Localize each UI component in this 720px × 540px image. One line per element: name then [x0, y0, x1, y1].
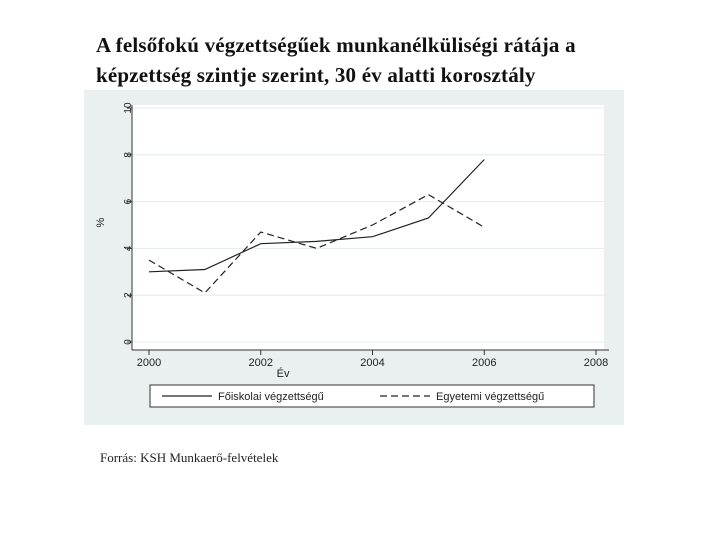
y-tick-label: 2: [123, 292, 134, 298]
legend-label-2: Egyetemi végzettségű: [436, 391, 544, 403]
x-tick-label: 2006: [472, 357, 496, 369]
legend-box: [149, 384, 595, 408]
x-tick-label: 2004: [360, 357, 384, 369]
chart-title-line-1: A felsőfokú végzettségűek munkanélkülisé…: [96, 33, 576, 57]
source-note: Forrás: KSH Munkaerő-felvételek: [100, 450, 279, 465]
y-tick-label: 10: [123, 102, 134, 114]
line-chart: 0 2 4 6 8 10 2000 2002 2004 2006 2008 Év% Főiskolai …: [95, 102, 609, 408]
legend-label-1: Főiskolai végzettségű: [218, 391, 324, 403]
x-axis-title: Év: [277, 367, 290, 380]
x-tick-label: 2002: [249, 357, 273, 369]
chart-panel: 0 2 4 6 8 10 2000 2002 2004 2006 2008 Év% Főiskolai …: [84, 90, 624, 425]
y-tick-label: 8: [123, 152, 134, 158]
y-axis-title: %: [95, 218, 107, 228]
x-tick-label: 2008: [584, 357, 608, 369]
y-tick-label: 6: [123, 198, 134, 204]
chart-title: A felsőfokú végzettségűek munkanélkülisé…: [96, 30, 696, 90]
y-tick-label: 4: [123, 245, 134, 251]
plot-area: [132, 105, 604, 350]
chart-title-line-2: képzettség szintje szerint, 30 év alatti…: [96, 63, 536, 87]
series-line-1: [148, 159, 485, 273]
y-tick-label: 0: [123, 339, 134, 345]
x-tick-label: 2000: [137, 357, 161, 369]
